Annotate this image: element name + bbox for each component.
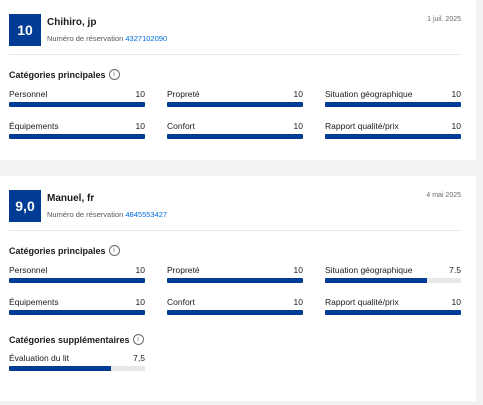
category-confort: Confort 10 <box>167 121 303 141</box>
category-label: Propreté <box>167 265 200 275</box>
category-bar <box>167 134 303 139</box>
review-date: 4 mai 2025 <box>426 192 461 199</box>
review-header: 10 Chihiro, jp Numéro de réservation 432… <box>9 14 461 46</box>
category-proprete: Propreté 10 <box>167 89 303 109</box>
category-equipements: Équipements 10 <box>9 297 145 317</box>
review-card: 9,0 Manuel, fr Numéro de réservation 484… <box>0 176 476 401</box>
category-bar-fill <box>9 102 145 107</box>
category-bar <box>325 134 461 139</box>
category-label: Rapport qualité/prix <box>325 297 399 307</box>
category-value: 7,5 <box>133 353 145 363</box>
main-categories-title: Catégories principales i <box>9 69 120 80</box>
category-bar-fill <box>325 278 427 283</box>
reservation-label: Numéro de réservation <box>47 34 124 43</box>
section-title-label: Catégories principales <box>9 245 106 256</box>
category-value: 10 <box>451 121 461 131</box>
category-lit: Évaluation du lit 7,5 <box>9 353 145 373</box>
category-label: Rapport qualité/prix <box>325 121 399 131</box>
category-bar-fill <box>325 102 461 107</box>
category-personnel: Personnel 10 <box>9 89 145 109</box>
category-value: 10 <box>135 121 145 131</box>
category-bar-fill <box>167 278 303 283</box>
extra-categories-title: Catégories supplémentaires i <box>9 334 144 345</box>
category-confort: Confort 10 <box>167 297 303 317</box>
reviewer-name: Chihiro, jp <box>47 17 97 28</box>
info-icon[interactable]: i <box>108 69 120 80</box>
category-label: Évaluation du lit <box>9 353 70 363</box>
category-label: Situation géographique <box>325 265 413 275</box>
reservation-info: Numéro de réservation 4327102090 <box>47 34 167 43</box>
score-badge: 10 <box>9 14 41 46</box>
category-rapport: Rapport qualité/prix 10 <box>325 297 461 317</box>
category-situation: Situation géographique 7.5 <box>325 265 461 285</box>
category-bar-fill <box>325 310 461 315</box>
category-bar <box>325 102 461 107</box>
review-date: 1 juil. 2025 <box>427 16 461 23</box>
reservation-label: Numéro de réservation <box>47 210 124 219</box>
category-bar <box>325 278 461 283</box>
divider <box>9 54 461 55</box>
category-value: 10 <box>451 297 461 307</box>
category-value: 10 <box>293 297 303 307</box>
category-bar-fill <box>9 134 145 139</box>
category-label: Confort <box>167 121 195 131</box>
category-situation: Situation géographique 10 <box>325 89 461 109</box>
category-bar-fill <box>167 310 303 315</box>
category-label: Personnel <box>9 89 48 99</box>
reservation-number[interactable]: 4327102090 <box>125 34 168 43</box>
info-icon[interactable]: i <box>108 245 120 256</box>
category-label: Propreté <box>167 89 200 99</box>
category-label: Personnel <box>9 265 48 275</box>
category-value: 10 <box>135 89 145 99</box>
score-badge: 9,0 <box>9 190 41 222</box>
reservation-number[interactable]: 4845553427 <box>125 210 168 219</box>
category-bar-fill <box>325 134 461 139</box>
category-value: 10 <box>293 121 303 131</box>
category-value: 10 <box>135 265 145 275</box>
category-bar <box>167 310 303 315</box>
category-value: 7.5 <box>449 265 461 275</box>
category-bar-fill <box>9 366 111 371</box>
category-bar <box>167 278 303 283</box>
section-title-label: Catégories supplémentaires <box>9 334 130 345</box>
category-bar-fill <box>9 278 145 283</box>
category-personnel: Personnel 10 <box>9 265 145 285</box>
reviewer-name: Manuel, fr <box>47 193 95 204</box>
category-bar <box>167 102 303 107</box>
category-label: Équipements <box>9 297 59 307</box>
review-header: 9,0 Manuel, fr Numéro de réservation 484… <box>9 190 461 222</box>
category-bar <box>9 134 145 139</box>
category-equipements: Équipements 10 <box>9 121 145 141</box>
reservation-info: Numéro de réservation 4845553427 <box>47 210 167 219</box>
category-rapport: Rapport qualité/prix 10 <box>325 121 461 141</box>
category-proprete: Propreté 10 <box>167 265 303 285</box>
category-value: 10 <box>135 297 145 307</box>
category-bar <box>325 310 461 315</box>
section-title-label: Catégories principales <box>9 69 106 80</box>
category-bar <box>9 102 145 107</box>
category-label: Situation géographique <box>325 89 413 99</box>
main-categories-title: Catégories principales i <box>9 245 120 256</box>
category-value: 10 <box>451 89 461 99</box>
divider <box>9 230 461 231</box>
category-bar <box>9 310 145 315</box>
category-value: 10 <box>293 265 303 275</box>
category-bar-fill <box>167 134 303 139</box>
info-icon[interactable]: i <box>132 334 144 345</box>
category-bar-fill <box>9 310 145 315</box>
category-label: Confort <box>167 297 195 307</box>
review-card: 10 Chihiro, jp Numéro de réservation 432… <box>0 0 476 160</box>
category-bar <box>9 278 145 283</box>
category-label: Équipements <box>9 121 59 131</box>
category-bar <box>9 366 145 371</box>
category-value: 10 <box>293 89 303 99</box>
category-bar-fill <box>167 102 303 107</box>
